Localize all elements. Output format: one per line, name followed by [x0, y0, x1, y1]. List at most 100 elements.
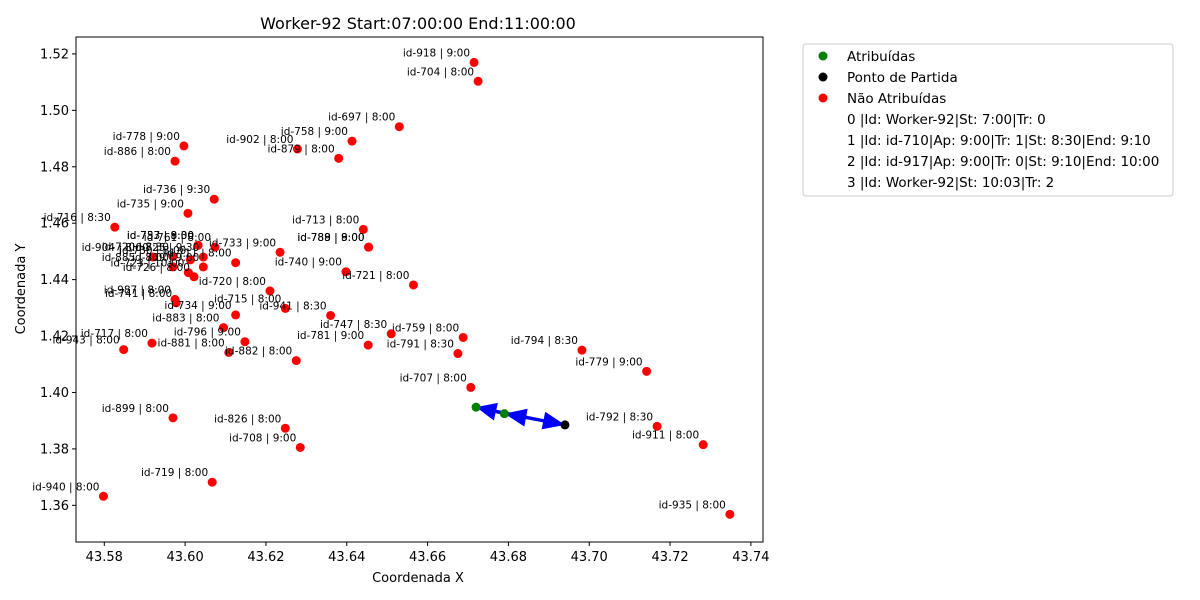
unassigned-point — [231, 258, 241, 268]
unassigned-point — [119, 345, 129, 355]
y-tick-label: 1.42 — [40, 330, 69, 345]
point-label: id-737 | 9:00 — [127, 230, 194, 242]
unassigned-point — [224, 347, 234, 357]
unassigned-point — [725, 509, 735, 519]
point-label: id-726 | 8:00 — [123, 262, 190, 274]
unassigned-point — [275, 247, 285, 257]
x-tick-label: 43.60 — [167, 550, 204, 565]
point-label: id-883 | 8:00 — [152, 313, 219, 325]
legend-label: 2 |Id: id-917|Ap: 9:00|Tr: 0|St: 9:10|En… — [847, 154, 1159, 170]
point-label: id-709 | 9:00 — [132, 252, 199, 264]
legend-label: 0 |Id: Worker-92|St: 7:00|Tr: 0 — [847, 112, 1046, 128]
point-label: id-735 | 9:00 — [117, 198, 184, 210]
y-tick-label: 1.52 — [40, 47, 69, 62]
y-tick-label: 1.36 — [40, 499, 69, 514]
x-tick-label: 43.74 — [732, 550, 769, 565]
point-label: id-935 | 8:00 — [659, 499, 726, 511]
unassigned-point — [292, 144, 302, 154]
unassigned-point — [219, 323, 229, 333]
point-label: id-761 | 8:00 — [144, 232, 211, 244]
route-arrow — [475, 405, 565, 430]
unassigned-point — [209, 194, 219, 204]
unassigned-point — [189, 272, 199, 282]
legend: Atribuídas Ponto de Partida Não Atribuídas… — [802, 43, 1174, 197]
point-label: id-886 | 8:00 — [104, 146, 171, 158]
point-label: id-882 | 8:00 — [225, 346, 292, 358]
unassigned-point — [110, 222, 120, 232]
legend-label: 1 |Id: id-710|Ap: 9:00|Tr: 1|St: 8:30|En… — [847, 133, 1151, 149]
point-label: id-720 | 8:30 — [102, 241, 169, 253]
point-label: id-792 | 8:30 — [586, 411, 653, 423]
point-label: id-778 | 9:00 — [113, 131, 180, 143]
unassigned-point — [408, 280, 418, 290]
unassigned-point — [577, 345, 587, 355]
point-label: id-734 | 9:00 — [164, 300, 231, 312]
point-label: id-747 | 8:30 — [320, 319, 387, 331]
assigned-point — [471, 402, 481, 412]
unassigned-point — [291, 356, 301, 366]
point-label: id-904 | 8:00 — [82, 242, 149, 254]
point-label: id-720 | 8:00 — [199, 276, 266, 288]
unassigned-point — [458, 332, 468, 342]
unassigned-point — [193, 240, 203, 250]
y-tick-label: 1.40 — [40, 386, 69, 401]
unassigned-point — [210, 242, 220, 252]
y-tick-label: 1.50 — [40, 104, 69, 119]
point-label: id-781 | 9:00 — [297, 330, 364, 342]
unassigned-point — [363, 340, 373, 350]
point-label: id-707 | 8:00 — [400, 372, 467, 384]
unassigned-point — [469, 57, 479, 67]
point-label: id-918 | 9:00 — [403, 47, 470, 59]
point-label: id-943 | 8:00 — [52, 335, 119, 347]
legend-frame — [802, 43, 1174, 197]
unassigned-point — [280, 303, 290, 313]
point-label: id-697 | 8:00 — [328, 112, 395, 124]
unassigned-point — [347, 136, 357, 146]
chart-title: Worker-92 Start:07:00:00 End:11:00:00 — [260, 14, 576, 33]
point-label: id-753 | 8:30 — [127, 230, 194, 242]
unassigned-point — [358, 224, 368, 234]
y-tick-label: 1.46 — [40, 217, 69, 232]
point-label: id-794 | 8:30 — [511, 335, 578, 347]
point-label: id-987 | 8:00 — [104, 284, 171, 296]
unassigned-point — [698, 440, 708, 450]
unassigned-point — [364, 242, 374, 252]
point-label: id-719 | 8:00 — [141, 467, 208, 479]
point-label: id-940 | 8:00 — [32, 481, 99, 493]
point-label: id-788 | 8:00 — [297, 232, 364, 244]
unassigned-point — [231, 310, 241, 320]
point-label: id-713 | 8:00 — [292, 214, 359, 226]
point-label: id-730 | 8:00 — [119, 245, 186, 257]
unassigned-point — [179, 141, 189, 151]
point-label: id-711 | 8:00 — [164, 248, 231, 260]
legend-marker — [818, 93, 828, 103]
point-label: id-736 | 9:30 — [143, 184, 210, 196]
assigned-point — [499, 409, 509, 419]
unassigned-point — [386, 329, 396, 339]
point-label: id-725 | 9:30 — [132, 242, 199, 254]
point-label: id-881 | 8:00 — [158, 337, 225, 349]
unassigned-point — [326, 310, 336, 320]
point-label: id-717 | 8:00 — [81, 328, 148, 340]
y-axis-title: Coordenada Y — [14, 244, 29, 335]
legend-marker — [818, 51, 828, 61]
y-tick-label: 1.44 — [40, 273, 69, 288]
x-tick-label: 43.58 — [86, 550, 123, 565]
point-label: id-715 | 8:00 — [214, 293, 281, 305]
point-label: id-791 | 8:30 — [387, 339, 454, 351]
unassigned-point — [198, 252, 208, 262]
legend-marker — [818, 72, 828, 82]
plot-frame — [75, 36, 764, 543]
unassigned-point — [453, 349, 463, 359]
y-tick-label: 1.48 — [40, 160, 69, 175]
x-tick-label: 43.72 — [651, 550, 688, 565]
x-tick-label: 43.68 — [490, 550, 527, 565]
point-label: id-789 | 9:00 — [297, 232, 364, 244]
unassigned-point — [185, 255, 195, 265]
unassigned-point — [642, 366, 652, 376]
x-tick-label: 43.64 — [328, 550, 365, 565]
unassigned-point — [207, 477, 217, 487]
point-label: id-740 | 9:00 — [275, 257, 342, 269]
unassigned-point — [280, 423, 290, 433]
